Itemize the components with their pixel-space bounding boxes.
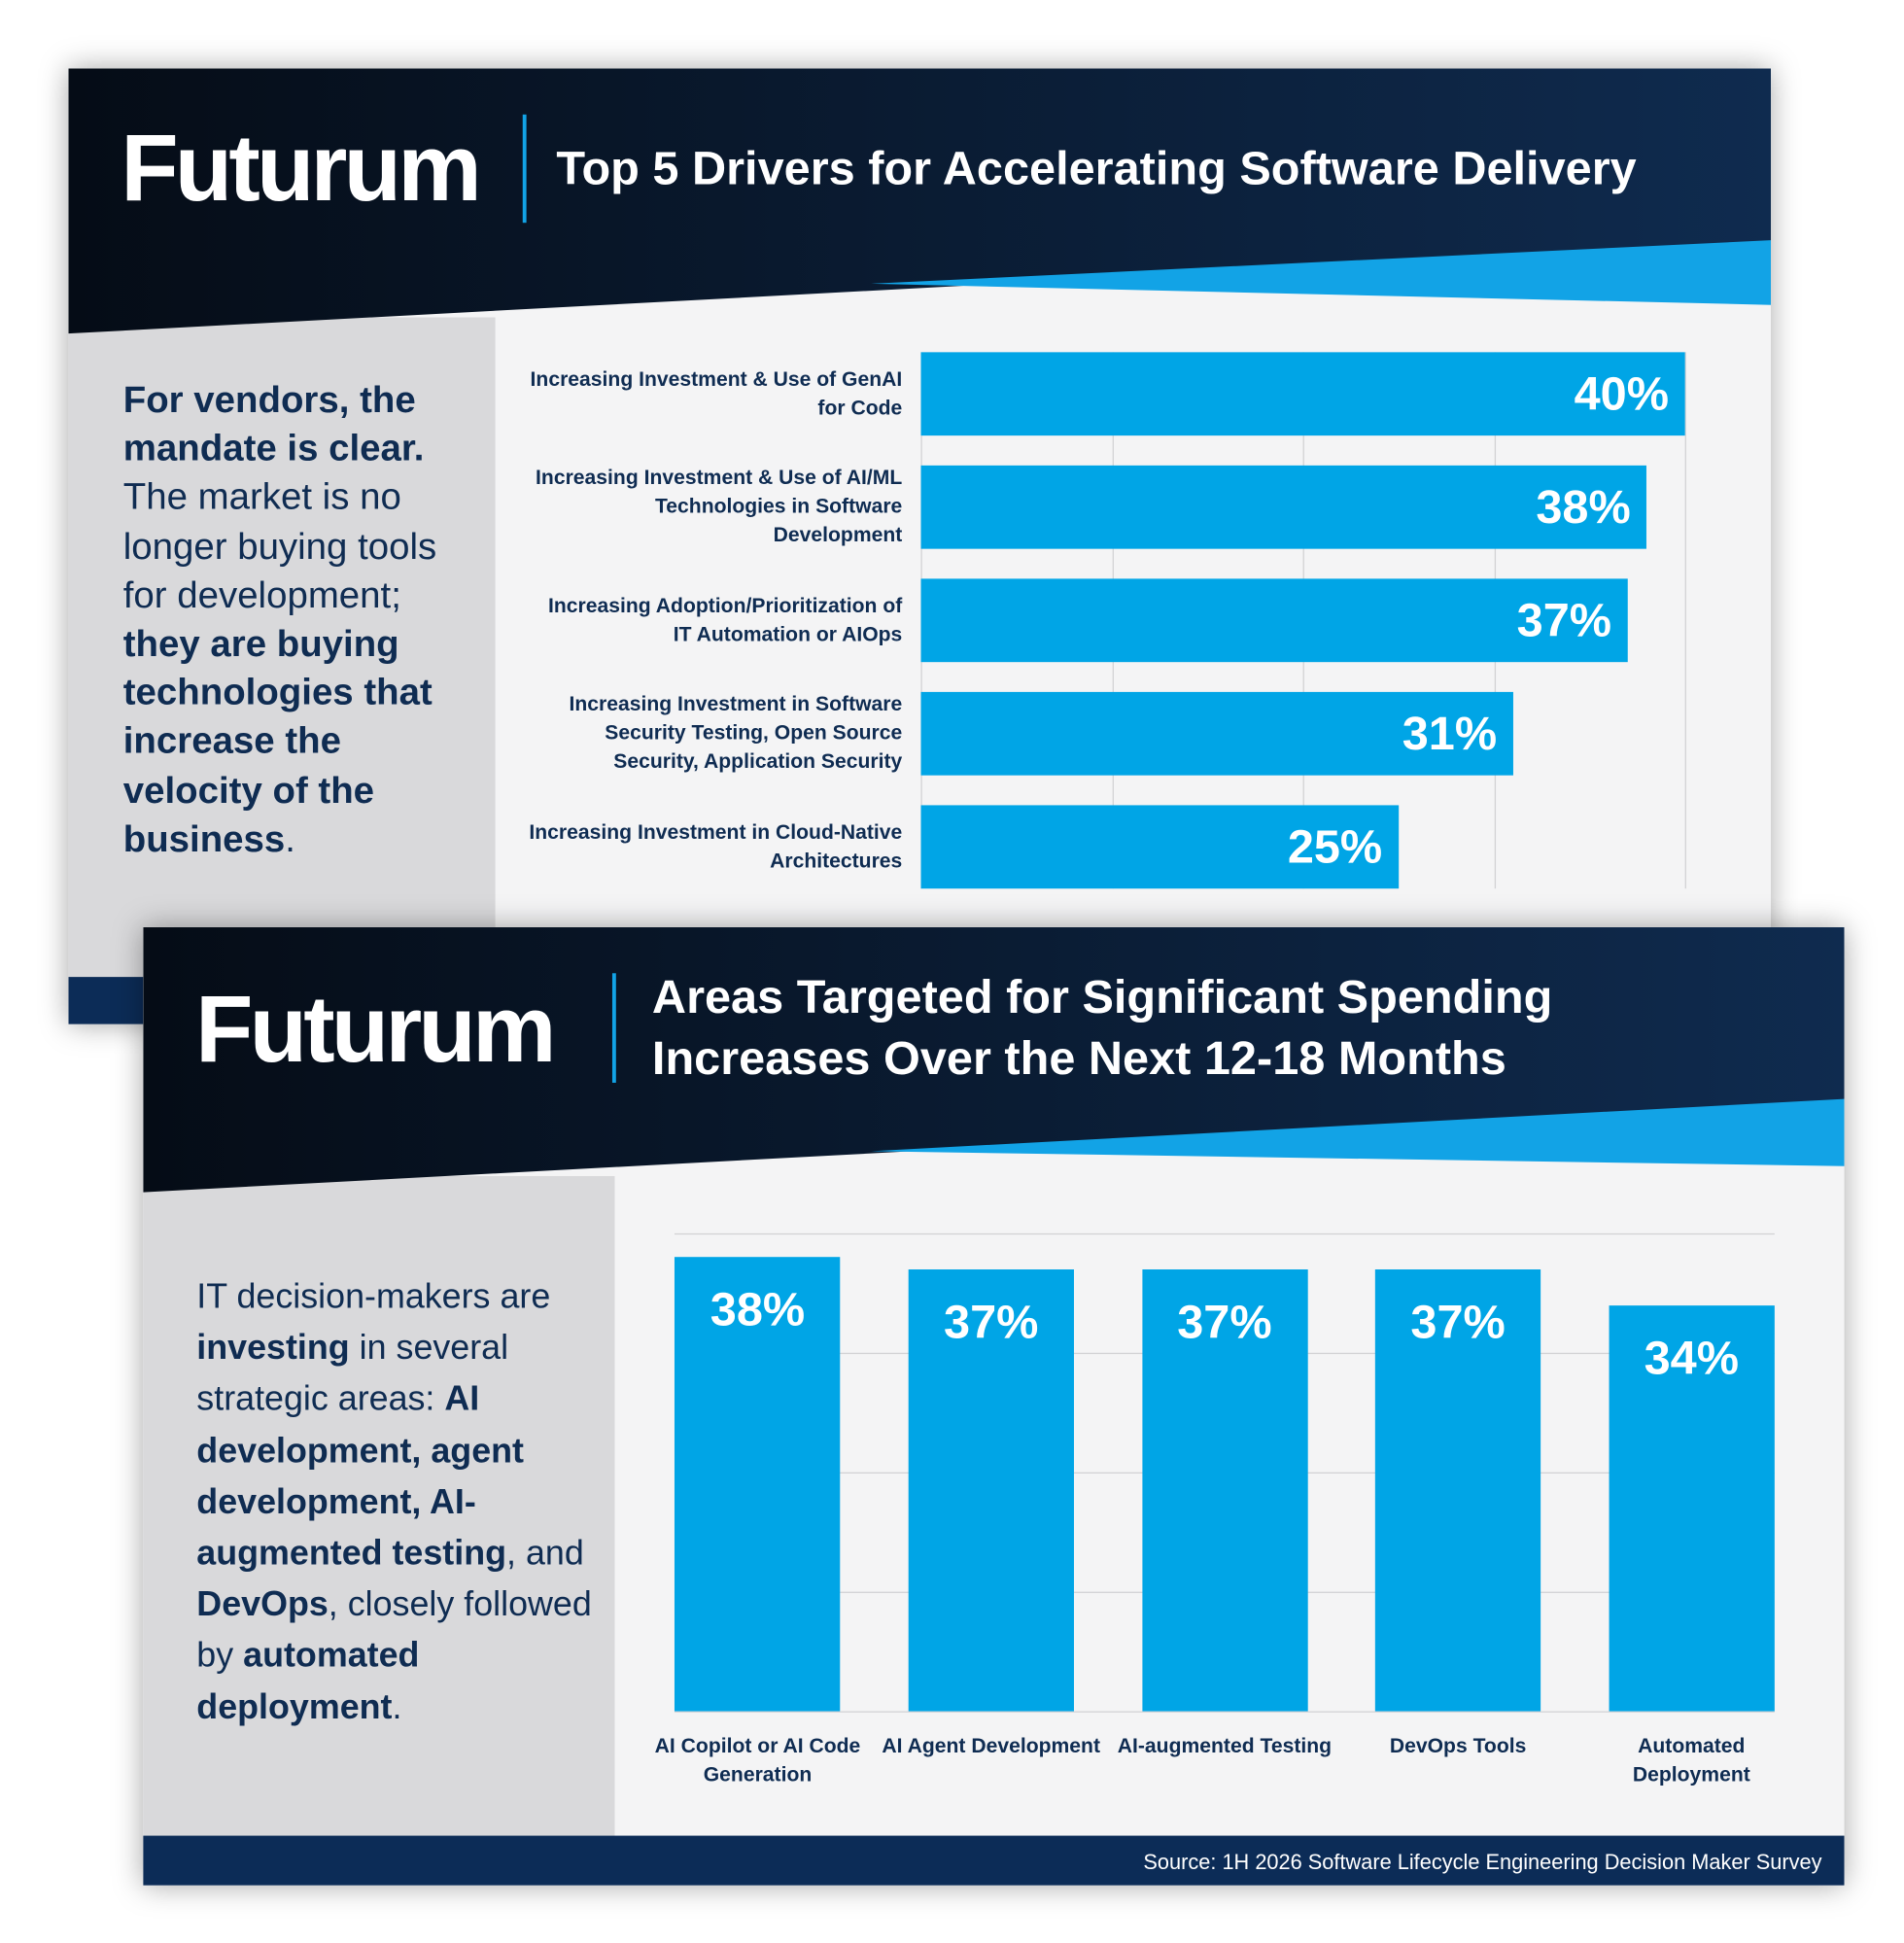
category-label: Increasing Adoption/Prioritization of IT… [548, 594, 903, 645]
side-panel [68, 317, 496, 1024]
text-run: . [392, 1686, 402, 1726]
text-run: in several strategic areas: [196, 1328, 509, 1418]
text-run: The market is no longer buying tools for… [122, 476, 437, 616]
text-run: they are buying technologies that increa… [122, 623, 433, 860]
bar [920, 691, 1513, 776]
value-label: 37% [1410, 1296, 1506, 1349]
footer-bar [143, 1835, 1845, 1886]
header-stripe [871, 240, 1772, 305]
text-run: For vendors, the mandate is clear. [122, 379, 425, 469]
bar [908, 1268, 1074, 1712]
bar [920, 805, 1399, 889]
header-stripe [871, 1098, 1845, 1166]
category-label: Increasing Investment & Use of AI/ML Tec… [536, 467, 903, 547]
category-label: Increasing Investment in Software Securi… [569, 693, 903, 774]
bar [920, 352, 1685, 436]
side-panel [143, 1175, 615, 1836]
chart-title: Top 5 Drivers for Accelerating Software … [556, 143, 1637, 196]
sidebar-text: For vendors, the mandate is clear. The m… [123, 376, 466, 864]
logo: Futurum [195, 977, 557, 1083]
value-label: 38% [710, 1284, 806, 1337]
text-run: , closely followed by [196, 1584, 592, 1675]
category-label: AI Copilot or AI Code Generation [654, 1734, 861, 1787]
text-run: DevOps [196, 1584, 329, 1623]
bar [920, 465, 1647, 549]
bar [1374, 1268, 1541, 1712]
header [68, 68, 1772, 334]
text-run: automated deployment [196, 1635, 420, 1726]
separator [522, 114, 527, 224]
value-label: 37% [1516, 594, 1612, 647]
grid-line [674, 1232, 1775, 1235]
sidebar-text: IT decision-makers are investing in seve… [196, 1270, 592, 1732]
category-label: Automated Deployment [1632, 1734, 1750, 1787]
bar [920, 578, 1628, 663]
category-label: AI Agent Development [882, 1734, 1100, 1757]
text-run: investing [196, 1328, 350, 1368]
bar [675, 1257, 841, 1712]
header-bg [143, 926, 1845, 1193]
grid-line [674, 1711, 1775, 1713]
header [143, 926, 1845, 1193]
separator [611, 973, 616, 1083]
logo: Futurum [121, 116, 482, 222]
value-label: 40% [1574, 367, 1670, 421]
value-label: 25% [1287, 820, 1383, 874]
text-run: IT decision-makers are [196, 1276, 551, 1316]
value-label: 31% [1402, 707, 1498, 760]
bar [1141, 1268, 1308, 1712]
category-label: DevOps Tools [1389, 1734, 1527, 1757]
header-bg [68, 68, 1772, 334]
value-label: 37% [1177, 1296, 1272, 1349]
bar [1609, 1304, 1775, 1712]
chart-title: Areas Targeted for Significant Spending … [651, 971, 1553, 1086]
source-note: Source: 1H 2026 Software Lifecycle Engin… [1143, 1850, 1822, 1875]
category-label: Increasing Investment & Use of GenAI for… [530, 367, 903, 419]
text-run: AI development, agent development, AI-au… [196, 1379, 524, 1573]
text-run: , and [506, 1533, 584, 1573]
value-label: 38% [1536, 480, 1631, 534]
value-label: 37% [944, 1296, 1039, 1349]
category-label: AI-augmented Testing [1117, 1734, 1333, 1757]
category-label: Increasing Investment in Cloud-Native Ar… [529, 820, 903, 872]
value-label: 34% [1644, 1332, 1739, 1385]
text-run: . [285, 818, 295, 860]
grid-line [1684, 352, 1686, 889]
